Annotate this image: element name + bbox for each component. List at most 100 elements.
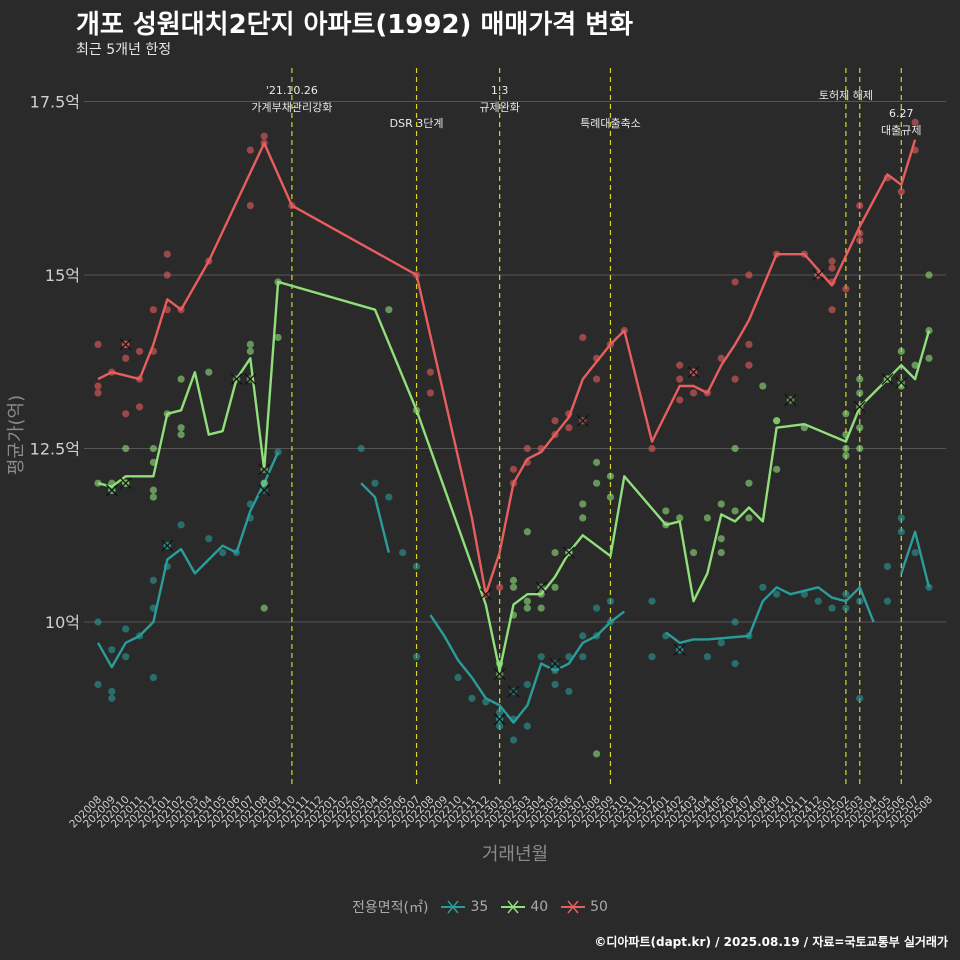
series-line-35 (96, 451, 280, 669)
point-40 (205, 368, 213, 376)
point-40 (856, 389, 864, 397)
point-35 (149, 576, 157, 584)
chart-title: 개포 성원대치2단지 아파트(1992) 매매가격 변화 (76, 10, 634, 40)
point-35 (551, 680, 559, 689)
point-35 (454, 673, 462, 682)
point-40 (773, 417, 781, 425)
point-50 (897, 188, 905, 196)
point-50 (551, 417, 559, 425)
point-35 (883, 562, 892, 571)
point-50 (122, 354, 130, 362)
point-50 (676, 361, 684, 369)
point-35 (565, 687, 573, 696)
point-40 (177, 375, 185, 383)
point-35 (385, 493, 393, 501)
point-35 (108, 694, 116, 702)
point-35 (648, 653, 656, 661)
policy-annotation: 1.3 (491, 84, 509, 97)
point-35 (579, 632, 587, 640)
point-40 (842, 451, 850, 460)
point-35 (911, 549, 919, 557)
x-mark-35 (549, 657, 561, 670)
point-50 (745, 361, 753, 369)
x-mark-stroke-50 (479, 588, 492, 601)
point-40 (731, 507, 739, 515)
point-50 (856, 236, 864, 244)
point-50 (689, 389, 698, 397)
legend-key-35 (441, 900, 466, 914)
point-50 (842, 285, 850, 293)
x-mark-35 (673, 643, 686, 656)
x-mark-stroke-35 (507, 685, 520, 698)
point-35 (523, 722, 531, 730)
x-mark-50 (479, 588, 492, 601)
point-35 (897, 514, 905, 522)
point-50 (94, 382, 102, 390)
point-40 (523, 597, 531, 605)
point-35 (648, 597, 656, 605)
x-mark-stroke-50 (119, 338, 132, 351)
legend-item-50: 50 (560, 899, 608, 915)
point-40 (606, 493, 615, 501)
point-50 (496, 583, 504, 591)
point-40 (509, 583, 518, 591)
point-40 (149, 444, 157, 453)
x-mark-40 (535, 581, 548, 594)
point-40 (579, 500, 587, 508)
legend-key-x (507, 900, 519, 914)
point-50 (676, 396, 684, 404)
point-35 (537, 653, 545, 661)
x-mark-35 (258, 484, 271, 497)
x-mark-stroke-35 (493, 713, 506, 726)
point-40 (662, 507, 670, 515)
x-mark-stroke-40 (244, 373, 257, 386)
x-mark-40 (895, 376, 908, 389)
x-mark-stroke-40 (562, 546, 575, 559)
point-35 (606, 597, 615, 605)
x-mark-stroke-35 (258, 484, 271, 497)
y-tick-label: 12.5억 (30, 440, 80, 459)
point-35 (828, 604, 836, 612)
series-line-35 (360, 482, 390, 553)
point-35 (731, 618, 739, 626)
point-35 (731, 660, 739, 668)
x-axis-title: 거래년월 (482, 844, 548, 865)
x-mark-40 (105, 484, 118, 497)
point-50 (523, 444, 531, 453)
point-40 (274, 333, 282, 342)
policy-annotation: 토허제 해제 (819, 88, 873, 102)
x-mark-50 (576, 414, 589, 427)
point-40 (717, 549, 725, 557)
point-40 (551, 549, 559, 557)
policy-annotation: DSR 3단계 (390, 117, 444, 130)
series-line-40 (97, 280, 931, 672)
point-35 (759, 583, 767, 591)
x-mark-40 (119, 477, 132, 490)
caption: ©디아파트(dapt.kr) / 2025.08.19 / 자료=국토교통부 실… (594, 935, 948, 949)
point-35 (509, 736, 518, 744)
point-40 (246, 347, 254, 355)
legend-item-35: 35 (440, 899, 488, 915)
point-40 (759, 382, 767, 390)
point-35 (371, 479, 379, 487)
point-40 (593, 750, 601, 758)
series-line-35 (665, 586, 875, 644)
point-35 (773, 590, 781, 598)
x-mark-stroke-40 (784, 393, 797, 406)
point-40 (717, 535, 725, 543)
point-35 (94, 680, 102, 689)
point-35 (856, 694, 864, 702)
point-50 (579, 333, 587, 342)
point-35 (412, 562, 421, 571)
policy-annotation: 가계부채관리강화 (251, 101, 332, 114)
point-35 (565, 653, 573, 661)
point-50 (260, 132, 268, 140)
point-40 (925, 271, 933, 279)
point-40 (149, 486, 157, 494)
point-35 (496, 708, 504, 716)
point-50 (648, 444, 656, 453)
point-35 (593, 604, 601, 612)
point-50 (135, 403, 144, 411)
policy-annotation: 규제완화 (479, 101, 519, 114)
